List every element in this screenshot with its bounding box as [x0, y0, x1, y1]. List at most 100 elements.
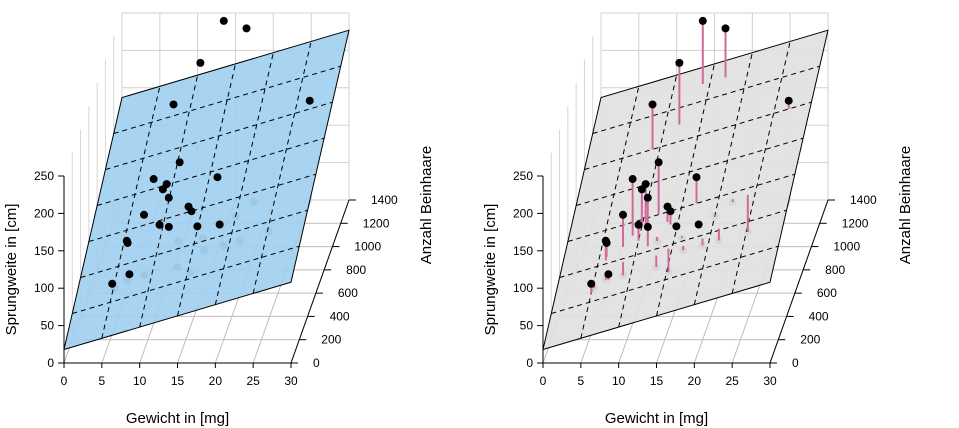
plane-gridline-y [584, 101, 812, 171]
data-point-front [784, 96, 793, 105]
x-tick-label: 30 [284, 374, 298, 388]
plane-gridline-y [576, 137, 804, 207]
y-tick-label: 1000 [833, 240, 860, 254]
y-tick-label: 800 [825, 263, 845, 277]
y-axis-line [290, 199, 350, 364]
y-tick-label: 400 [330, 309, 350, 323]
x-tick-label: 5 [577, 374, 584, 388]
x-tick-label: 0 [61, 374, 68, 388]
z-tick-label: 0 [526, 356, 533, 370]
data-point-front [187, 207, 196, 216]
plane-gridline-x [693, 52, 753, 305]
z-axis-title: Sprungweite in [cm] [482, 204, 499, 336]
plane-gridline-y [105, 101, 333, 171]
x-tick-label: 30 [763, 374, 777, 388]
data-point-front [672, 222, 681, 231]
y-tick-label: 200 [800, 333, 820, 347]
chart-panel-left: 0 5 10 15 20 25 300200400600800100012001400050… [3, 12, 435, 427]
plane-gridline-y [559, 209, 787, 279]
plane-gridline-y [567, 173, 795, 243]
y-tick-label: 1400 [850, 193, 877, 207]
y-axis-line [769, 199, 829, 364]
x-tick-label: 20 [209, 374, 223, 388]
data-point-front [213, 173, 222, 182]
data-point-front [648, 100, 657, 109]
data-point-front [155, 220, 164, 229]
data-point-front [158, 185, 167, 194]
z-tick-label: 100 [34, 281, 54, 295]
plane-gridline-y [551, 245, 779, 315]
plane-gridline-x [177, 63, 236, 316]
data-point-front [196, 58, 205, 67]
data-point-front [193, 222, 202, 231]
z-tick-label: 0 [47, 356, 54, 370]
z-tick-label: 150 [34, 244, 54, 258]
data-point-front [619, 210, 628, 219]
data-point-front [721, 24, 730, 33]
z-tick-label: 150 [513, 244, 533, 258]
data-point-front [219, 16, 228, 25]
x-tick-label: 5 [98, 374, 105, 388]
x-tick-label: 25 [246, 374, 260, 388]
data-point-front [305, 96, 314, 105]
z-tick-label: 100 [513, 281, 533, 295]
data-point-front [164, 193, 173, 202]
y-tick-label: 800 [346, 263, 366, 277]
data-point-front [602, 238, 611, 247]
y-tick-label: 600 [817, 286, 837, 300]
x-tick-label: 10 [133, 374, 147, 388]
data-point-front [666, 207, 675, 216]
y-axis-title: Anzahl Beinhaare [418, 146, 435, 264]
y-tick-label: 1000 [354, 240, 381, 254]
plane-gridline-x [214, 52, 274, 305]
data-point-front [125, 270, 134, 279]
y-tick-label: 400 [809, 309, 829, 323]
x-tick-label: 15 [650, 374, 664, 388]
data-point-front [698, 16, 707, 25]
z-tick-label: 200 [513, 206, 533, 220]
z-tick-label: 50 [41, 319, 55, 333]
y-tick-label: 600 [338, 286, 358, 300]
data-point-front [694, 220, 703, 229]
x-axis-title: Gewicht in [mg] [605, 410, 708, 427]
z-tick-label: 250 [513, 169, 533, 183]
data-point-front [643, 193, 652, 202]
plane-gridline-y [72, 245, 300, 315]
y-tick-label: 200 [321, 333, 341, 347]
plane-gridline-x [731, 41, 791, 294]
data-point-front [169, 100, 178, 109]
data-point-front [108, 279, 117, 288]
x-tick-label: 25 [725, 374, 739, 388]
plane-gridline-x [252, 41, 312, 294]
z-axis-title: Sprungweite in [cm] [3, 204, 20, 336]
z-tick-label: 50 [520, 319, 534, 333]
data-point-front [634, 220, 643, 229]
data-point-front [604, 270, 613, 279]
data-point-front [587, 279, 596, 288]
y-tick-label: 1400 [371, 193, 398, 207]
plane-gridline-x [101, 86, 161, 339]
data-point-front [654, 158, 663, 167]
data-point-front [675, 58, 684, 67]
plane-gridline-x [656, 63, 715, 316]
data-point-front [140, 210, 149, 219]
y-tick-label: 1200 [363, 216, 390, 230]
plane-gridline-y [80, 209, 308, 279]
data-point-front [149, 175, 158, 184]
x-tick-label: 15 [171, 374, 185, 388]
data-point-front [242, 24, 251, 33]
data-point-front [175, 158, 184, 167]
z-tick-label: 200 [34, 206, 54, 220]
x-axis-title: Gewicht in [mg] [126, 410, 229, 427]
data-point-front [123, 238, 132, 247]
plane-gridline-y [592, 65, 820, 135]
y-tick-label: 0 [313, 356, 320, 370]
chart-panel-right: 0 5 10 15 20 25 300200400600800100012001400050… [482, 12, 914, 427]
data-point-front [643, 222, 652, 231]
data-point-front [215, 220, 224, 229]
y-tick-label: 0 [792, 356, 799, 370]
plane-gridline-y [88, 173, 316, 243]
y-tick-label: 1200 [842, 216, 869, 230]
plane-gridline-y [113, 65, 341, 135]
plane-gridline-x [580, 86, 640, 339]
